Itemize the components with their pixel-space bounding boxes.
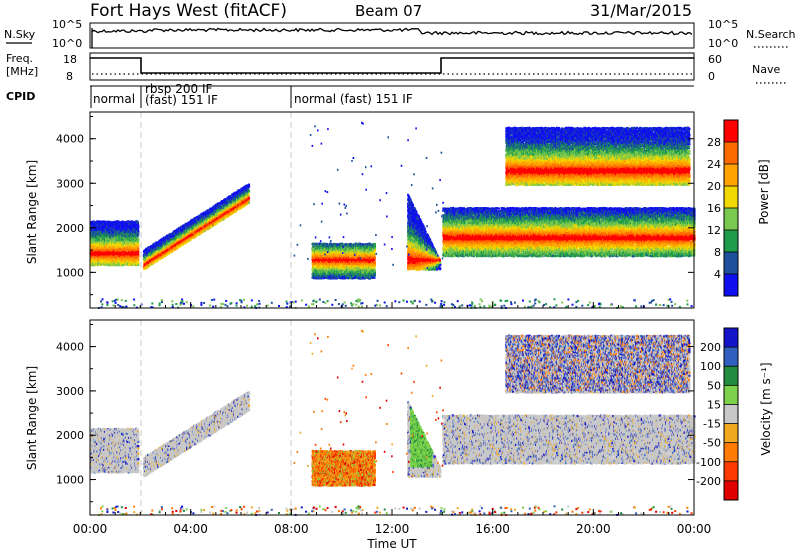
- power-colorbar: 28 24 20 16 12 8 4: [707, 120, 738, 297]
- cpid-panel: CPID normal rbsp 200 IF (fast) 151 IF no…: [6, 82, 694, 108]
- freq-left-tick-top: 18: [63, 53, 77, 66]
- colorbar-tick-0: 200: [700, 341, 721, 354]
- colorbar-tick-5: -50: [703, 437, 721, 450]
- colorbar-tick-1: 24: [707, 158, 721, 171]
- colorbar-tick-6: 4: [714, 268, 721, 281]
- y-tick-label-3: 4000: [56, 341, 84, 354]
- freq-label-1: Freq.: [6, 52, 33, 65]
- colorbar-swatch: [724, 186, 738, 209]
- noise-right-tick-bottom: 10^0: [708, 37, 738, 50]
- noise-left-tick-bottom: 10^0: [52, 37, 82, 50]
- colorbar-swatch: [724, 120, 738, 143]
- noise-panel: N.Sky 10^5 10^0 10^5 10^0 N.Search: [4, 18, 796, 50]
- colorbar-tick-1: 100: [700, 360, 721, 373]
- x-axis-label: Time UT: [366, 537, 417, 551]
- cpid-label: CPID: [6, 90, 35, 103]
- velocity-colorbar-label: Velocity [m s⁻¹]: [759, 362, 773, 455]
- colorbar-tick-2: 20: [707, 180, 721, 193]
- cpid-segment-1: normal: [93, 92, 135, 106]
- frequency-trace: [90, 58, 694, 73]
- y-tick-label-1: 2000: [56, 222, 84, 235]
- x-tick-label-6: 00:00: [677, 522, 712, 536]
- power-panel: 1000 2000 3000 4000 Slant Range [km] 28 24 20…: [25, 112, 771, 309]
- date-label: 31/Mar/2015: [590, 1, 692, 20]
- colorbar-swatch: [724, 443, 738, 463]
- y-tick-label-2: 3000: [56, 385, 84, 398]
- colorbar-swatch: [724, 404, 738, 424]
- y-tick-label-0: 1000: [56, 266, 84, 279]
- colorbar-swatch: [724, 424, 738, 444]
- colorbar-swatch: [724, 208, 738, 231]
- power-data-pixels: [90, 122, 696, 309]
- colorbar-tick-6: -100: [696, 456, 721, 469]
- colorbar-swatch: [724, 274, 738, 297]
- y-tick-label-1: 2000: [56, 429, 84, 442]
- cpid-segment-3: normal (fast) 151 IF: [294, 92, 413, 106]
- y-tick-label-2: 3000: [56, 177, 84, 190]
- colorbar-swatch: [724, 385, 738, 405]
- y-tick-label-3: 4000: [56, 133, 84, 146]
- power-ylabel: Slant Range [km]: [25, 160, 39, 264]
- colorbar-swatch: [724, 462, 738, 482]
- frequency-panel: Freq. [MHz] 18 8 60 0 Nave: [6, 52, 786, 83]
- nave-label: Nave: [752, 63, 780, 76]
- colorbar-swatch: [724, 328, 738, 348]
- noise-left-tick-top: 10^5: [52, 18, 82, 31]
- x-tick-label-5: 20:00: [576, 522, 611, 536]
- colorbar-tick-4: -15: [703, 418, 721, 431]
- colorbar-swatch: [724, 164, 738, 187]
- colorbar-swatch: [724, 347, 738, 367]
- colorbar-swatch: [724, 142, 738, 165]
- noise-sky-label: N.Sky: [4, 28, 36, 41]
- colorbar-tick-2: 50: [707, 379, 721, 392]
- colorbar-swatch: [724, 481, 738, 501]
- colorbar-tick-5: 8: [714, 246, 721, 259]
- y-tick-label-0: 1000: [56, 474, 84, 487]
- colorbar-tick-3: 16: [707, 202, 721, 215]
- noise-sky-line: [92, 28, 692, 34]
- colorbar-swatch: [724, 366, 738, 386]
- freq-right-tick-bottom: 0: [708, 70, 715, 83]
- colorbar-tick-4: 12: [707, 224, 721, 237]
- velocity-panel: 1000 2000 3000 4000 Slant Range [km] 200 100…: [25, 302, 773, 551]
- velocity-colorbar: 200 100 50 15 -15 -50 -100 -200: [696, 328, 738, 501]
- colorbar-tick-0: 28: [707, 136, 721, 149]
- velocity-ylabel: Slant Range [km]: [25, 366, 39, 470]
- colorbar-swatch: [724, 252, 738, 275]
- cpid-segment-2b: (fast) 151 IF: [145, 93, 218, 107]
- x-tick-label-1: 04:00: [173, 522, 208, 536]
- freq-label-2: [MHz]: [6, 65, 38, 78]
- x-tick-label-3: 12:00: [375, 522, 410, 536]
- beam-label: Beam 07: [355, 2, 422, 20]
- x-tick-label-0: 00:00: [73, 522, 108, 536]
- noise-search-label: N.Search: [746, 28, 796, 41]
- noise-right-tick-top: 10^5: [708, 18, 738, 31]
- colorbar-tick-3: 15: [707, 398, 721, 411]
- x-tick-label-2: 08:00: [274, 522, 309, 536]
- velocity-data-pixels: [90, 330, 696, 516]
- station-title: Fort Hays West (fitACF): [90, 1, 287, 21]
- colorbar-swatch: [724, 230, 738, 253]
- radar-summary-figure: Fort Hays West (fitACF) Beam 07 31/Mar/2…: [0, 0, 800, 554]
- colorbar-tick-7: -200: [696, 475, 721, 488]
- noise-trace: [92, 28, 692, 48]
- freq-right-tick-top: 60: [708, 53, 722, 66]
- freq-left-tick-bottom: 8: [66, 70, 73, 83]
- x-tick-label-4: 16:00: [475, 522, 510, 536]
- power-colorbar-label: Power [dB]: [757, 159, 771, 224]
